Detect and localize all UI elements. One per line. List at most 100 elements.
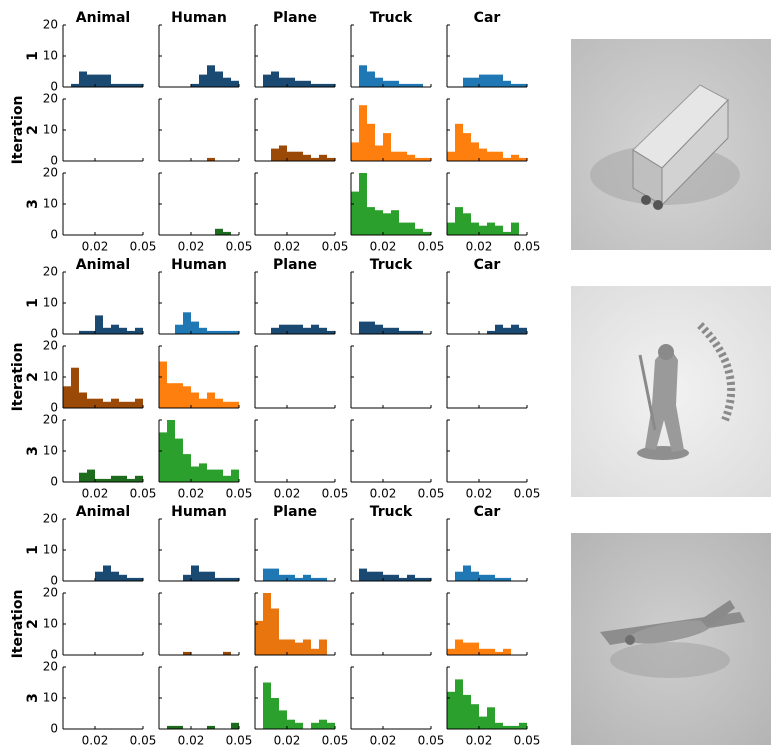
bar xyxy=(391,210,399,235)
bar xyxy=(127,401,135,408)
bar xyxy=(303,639,311,655)
bar xyxy=(135,327,143,334)
bar xyxy=(383,327,391,334)
bar xyxy=(159,361,167,408)
bar xyxy=(287,639,295,655)
bar xyxy=(95,315,103,334)
bar xyxy=(295,642,303,655)
bar xyxy=(199,327,207,334)
bar xyxy=(287,324,295,334)
bar xyxy=(207,725,215,729)
bar xyxy=(463,213,471,235)
row-label: 1 xyxy=(25,298,41,308)
x-tick-label: 0.05 xyxy=(226,734,253,746)
bar xyxy=(87,330,95,334)
x-tick-label: 0.02 xyxy=(466,487,493,501)
bar xyxy=(295,324,303,334)
bar xyxy=(367,123,375,161)
bar xyxy=(415,228,423,235)
bar xyxy=(199,463,207,482)
bar xyxy=(311,577,319,581)
bar xyxy=(327,157,335,161)
bar xyxy=(167,383,175,408)
bar xyxy=(183,651,191,655)
bar xyxy=(175,438,183,482)
bar xyxy=(319,639,327,655)
x-tick-label: 0.02 xyxy=(178,487,205,501)
bar xyxy=(287,574,295,581)
bar xyxy=(255,620,263,655)
bar xyxy=(311,83,319,87)
bar xyxy=(407,83,415,87)
row-label: 3 xyxy=(25,199,41,209)
bar xyxy=(135,398,143,408)
bar xyxy=(319,327,327,334)
bar xyxy=(295,577,303,581)
bar xyxy=(95,571,103,581)
y-tick-label: 0 xyxy=(50,475,58,489)
x-tick-label: 0.02 xyxy=(370,487,397,501)
bar xyxy=(111,398,119,408)
bar xyxy=(183,312,191,334)
bar xyxy=(119,327,127,334)
bar xyxy=(359,65,367,87)
x-tick-label: 0.05 xyxy=(418,240,445,254)
bar xyxy=(479,225,487,235)
bar xyxy=(519,83,527,87)
bar xyxy=(311,722,319,729)
bar xyxy=(111,571,119,581)
bar xyxy=(511,83,519,87)
bar xyxy=(135,83,143,87)
bar xyxy=(487,222,495,235)
bar xyxy=(175,383,183,408)
y-tick-label: 20 xyxy=(43,92,58,106)
bar xyxy=(279,324,287,334)
bar xyxy=(359,105,367,161)
bar xyxy=(463,642,471,655)
x-tick-label: 0.05 xyxy=(418,487,445,501)
x-tick-label: 0.02 xyxy=(82,487,109,501)
bar xyxy=(207,469,215,482)
bar xyxy=(487,707,495,729)
bar xyxy=(423,231,431,235)
bar xyxy=(399,151,407,161)
y-axis-title: Iteration xyxy=(10,96,26,165)
bar xyxy=(455,207,463,235)
bar xyxy=(463,694,471,729)
y-tick-label: 0 xyxy=(50,574,58,588)
bar xyxy=(167,420,175,482)
bar xyxy=(359,173,367,235)
bar xyxy=(447,222,455,235)
bar xyxy=(191,565,199,581)
y-tick-label: 0 xyxy=(50,80,58,94)
column-title: Car xyxy=(474,504,501,520)
bar xyxy=(199,398,207,408)
bar xyxy=(87,469,95,482)
bar xyxy=(495,151,503,161)
bar xyxy=(303,154,311,161)
bar xyxy=(487,574,495,581)
column-title: Truck xyxy=(370,504,413,520)
bar xyxy=(495,324,503,334)
bar xyxy=(383,133,391,161)
y-tick-label: 20 xyxy=(43,166,58,180)
y-tick-label: 10 xyxy=(43,49,58,63)
bar xyxy=(367,71,375,87)
column-title: Plane xyxy=(273,257,317,273)
bar xyxy=(495,722,503,729)
bar xyxy=(199,571,207,581)
y-tick-label: 0 xyxy=(50,327,58,341)
bar xyxy=(495,651,503,655)
bar xyxy=(263,568,271,581)
bar xyxy=(183,574,191,581)
x-tick-label: 0.02 xyxy=(82,734,109,746)
bar xyxy=(375,571,383,581)
bar xyxy=(479,574,487,581)
bar xyxy=(71,83,79,87)
bar xyxy=(399,222,407,235)
photo-bus xyxy=(571,39,771,250)
bar xyxy=(447,648,455,655)
